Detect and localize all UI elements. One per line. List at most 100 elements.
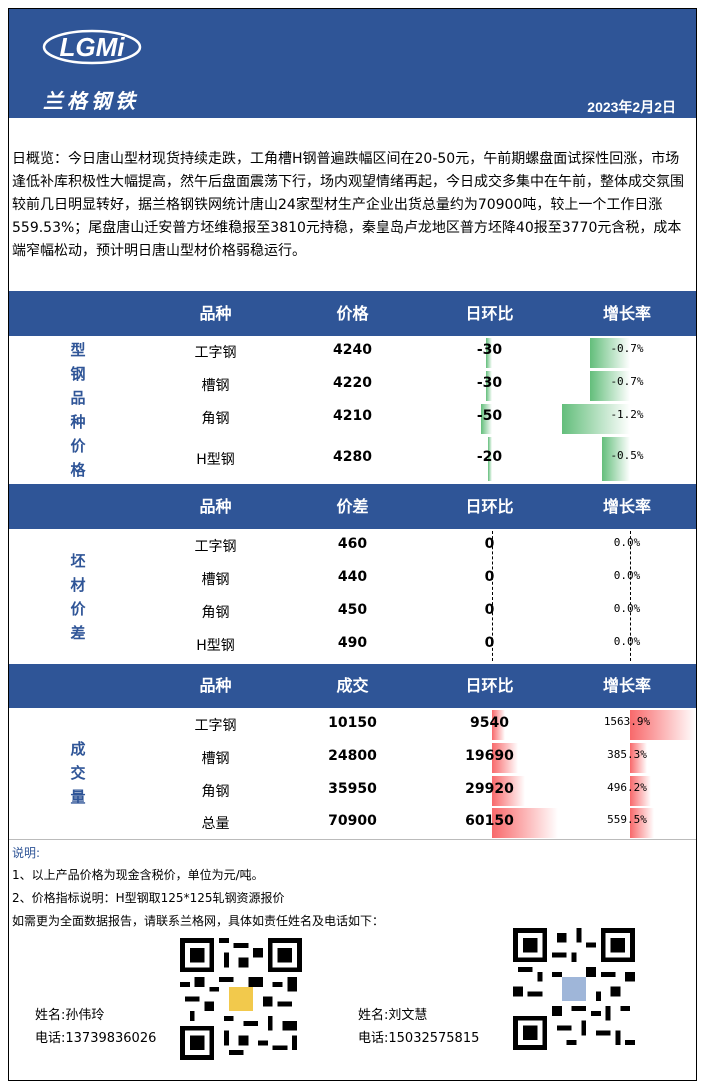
- notes-title: 说明:: [12, 846, 41, 860]
- spread-cell: 440: [337, 569, 368, 585]
- variety-cell: H型钢: [196, 452, 235, 468]
- rate-cell: 559.5%: [607, 813, 647, 826]
- table-row: 总量 70900 60150 559.5%: [147, 813, 696, 837]
- table-row: H型钢 490 0 0.0%: [147, 635, 696, 659]
- rate-cell: 496.2%: [607, 781, 647, 794]
- price-rate-bar: [590, 371, 630, 401]
- col-header-variety: 品种: [199, 676, 232, 695]
- contact-phone: 电话:15032575815: [358, 1031, 480, 1046]
- table-row: 工字钢 10150 9540 1563.9%: [147, 715, 696, 739]
- price-header-band: 品种 价格 日环比 增长率: [9, 291, 696, 336]
- change-cell: 29920: [465, 781, 514, 797]
- col-header-rate: 增长率: [602, 497, 651, 516]
- rate-cell: -0.5%: [610, 449, 644, 462]
- price-cell: 4220: [333, 375, 372, 391]
- spread-cell: 490: [337, 635, 368, 651]
- price-rate-bar: [562, 404, 630, 434]
- volume-rate-bar: [630, 776, 651, 806]
- contact-phone: 电话:13739836026: [35, 1031, 157, 1046]
- volume-cell: 24800: [328, 748, 377, 764]
- price-rate-bar: [602, 437, 630, 481]
- table-row: 槽钢 4220 -30 -0.7%: [147, 375, 696, 399]
- volume-change-bar: [492, 776, 525, 806]
- daily-overview: 日概览：今日唐山型材现货持续走跌，工角槽H钢普遍跌幅区间在20-50元，午前期螺…: [12, 151, 684, 259]
- qr-code-icon: [180, 938, 302, 1060]
- volume-cell: 10150: [328, 715, 377, 731]
- table-row: H型钢 4280 -20 -0.5%: [147, 449, 696, 473]
- spread-cell: 460: [337, 536, 368, 552]
- col-header-variety: 品种: [199, 304, 232, 323]
- col-header-variety: 品种: [199, 497, 232, 516]
- rate-cell: 0.0%: [613, 569, 641, 582]
- change-cell: 60150: [465, 813, 514, 829]
- variety-cell: H型钢: [196, 638, 235, 654]
- change-cell: -50: [476, 408, 503, 424]
- zero-axis: [492, 531, 493, 661]
- volume-cell: 70900: [328, 813, 377, 829]
- change-cell: 0: [484, 569, 495, 585]
- variety-cell: 角钢: [201, 784, 230, 800]
- col-header-change: 日环比: [465, 676, 514, 695]
- change-cell: -20: [476, 449, 503, 465]
- notes-line-3: 如需更为全面数据报告，请联系兰格网，具体如责任姓名及电话如下：: [12, 914, 385, 928]
- report-frame: [8, 8, 697, 1081]
- volume-change-bar: [492, 743, 518, 773]
- variety-cell: 角钢: [201, 411, 230, 427]
- zero-axis: [630, 531, 631, 661]
- rate-cell: 385.3%: [607, 748, 647, 761]
- variety-cell: 工字钢: [194, 718, 237, 734]
- volume-rate-bar: [630, 743, 647, 773]
- table-row: 槽钢 24800 19690 385.3%: [147, 748, 696, 772]
- rate-cell: 0.0%: [613, 602, 641, 615]
- rate-cell: -0.7%: [610, 375, 644, 388]
- lgmi-logo: LGMi: [42, 29, 142, 65]
- table-row: 角钢 35950 29920 496.2%: [147, 781, 696, 805]
- variety-cell: 总量: [201, 816, 230, 832]
- price-cell: 4240: [333, 342, 372, 358]
- price-change-bar: [488, 437, 492, 481]
- section-label-spread: 坯材价差: [70, 551, 86, 642]
- change-cell: -30: [476, 342, 503, 358]
- variety-cell: 槽钢: [201, 751, 230, 767]
- col-header-rate: 增长率: [602, 676, 651, 695]
- col-header-price: 价格: [336, 304, 369, 323]
- price-rate-bar: [590, 338, 630, 368]
- header-banner: LGMi 兰格钢铁 2023年2月2日: [9, 9, 696, 118]
- rate-cell: 1563.9%: [603, 715, 651, 728]
- change-cell: 9540: [470, 715, 509, 731]
- price-cell: 4210: [333, 408, 372, 424]
- report-date: 2023年2月2日: [587, 99, 676, 115]
- change-cell: -30: [476, 375, 503, 391]
- table-row: 工字钢 460 0 0.0%: [147, 536, 696, 560]
- section-label-volume: 成交量: [70, 740, 86, 806]
- change-cell: 0: [484, 635, 495, 651]
- table-row: 槽钢 440 0 0.0%: [147, 569, 696, 593]
- price-cell: 4280: [333, 449, 372, 465]
- col-header-change: 日环比: [465, 497, 514, 516]
- volume-rate-bar: [630, 710, 696, 740]
- variety-cell: 工字钢: [194, 345, 237, 361]
- section-label-price: 型钢品种价格: [70, 341, 86, 479]
- notes-line-2: 2、价格指标说明：H型钢取125*125轧钢资源报价: [12, 891, 285, 905]
- price-change-bar: [486, 338, 492, 368]
- volume-change-bar: [492, 808, 558, 838]
- volume-rate-bar: [630, 808, 654, 838]
- variety-cell: 槽钢: [201, 572, 230, 588]
- col-header-change: 日环比: [465, 304, 514, 323]
- contact-name: 姓名:孙伟玲: [35, 1008, 105, 1023]
- change-cell: 19690: [465, 748, 514, 764]
- rate-cell: -1.2%: [610, 408, 644, 421]
- variety-cell: 槽钢: [201, 378, 230, 394]
- table-row: 工字钢 4240 -30 -0.7%: [147, 342, 696, 366]
- col-header-rate: 增长率: [602, 304, 651, 323]
- col-header-spread: 价差: [336, 497, 369, 516]
- brand-name: 兰格钢铁: [43, 89, 139, 113]
- change-cell: 0: [484, 536, 495, 552]
- rate-cell: 0.0%: [613, 635, 641, 648]
- volume-change-bar: [492, 710, 505, 740]
- volume-header-band: 品种 成交 日环比 增长率: [9, 664, 696, 708]
- contact-name: 姓名:刘文慧: [358, 1008, 428, 1023]
- rate-cell: -0.7%: [610, 342, 644, 355]
- table-row: 角钢 4210 -50 -1.2%: [147, 408, 696, 432]
- variety-cell: 工字钢: [194, 539, 237, 555]
